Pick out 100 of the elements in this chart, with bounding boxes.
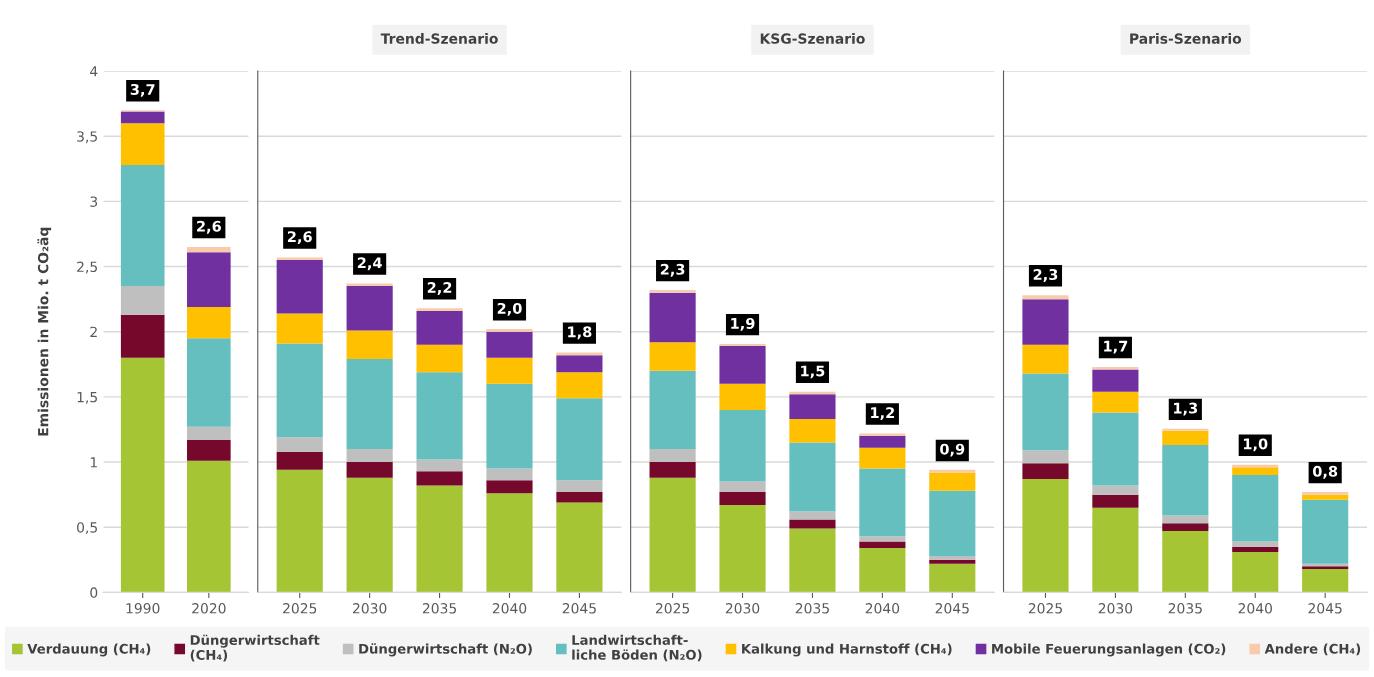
bar: [486, 331, 533, 358]
x-tick-label: 2030: [725, 603, 760, 614]
bar: [649, 342, 696, 371]
bar: [649, 290, 696, 293]
bar: [1232, 546, 1279, 552]
bar: [1162, 523, 1209, 532]
bar: [120, 164, 165, 287]
x-tick-label: 2045: [562, 603, 596, 614]
chart-title: Trend-Szenario: [380, 33, 498, 44]
x-tick-label: 2025: [283, 603, 317, 614]
x-tick-label: 2030: [352, 603, 387, 614]
y-tick-label: 2,5: [77, 261, 97, 274]
bar: [416, 372, 463, 460]
total-label: 2,3: [660, 263, 685, 277]
bar: [187, 439, 231, 461]
legend-label: Landwirtschaft- liche Böden (N₂O): [572, 634, 702, 662]
bar: [416, 308, 463, 311]
bar: [187, 306, 231, 339]
bar: [276, 437, 323, 452]
x-tick-label: 2020: [192, 603, 226, 614]
bar: [1302, 568, 1349, 593]
bar: [1232, 467, 1279, 476]
legend-label: Andere (CH₄): [1264, 643, 1361, 656]
y-tick-label: 0,5: [77, 522, 97, 535]
bar: [929, 490, 976, 556]
total-label: 0,8: [1312, 465, 1338, 479]
x-tick-label: 2025: [1028, 603, 1062, 614]
bar: [1022, 373, 1069, 451]
bar: [929, 563, 976, 593]
y-tick-label: 3,5: [77, 131, 97, 144]
bar: [1092, 494, 1139, 508]
bar: [276, 451, 323, 470]
bar: [789, 419, 836, 443]
y-tick-label: 0: [90, 587, 98, 598]
bar: [1092, 366, 1139, 370]
total-label: 2,4: [357, 257, 382, 271]
bar: [1162, 445, 1209, 516]
bar: [859, 447, 906, 469]
bar: [789, 519, 836, 529]
y-tick-label: 3: [90, 196, 98, 207]
bar: [1162, 430, 1209, 446]
bar: [346, 359, 393, 450]
bar: [556, 492, 603, 503]
bar: [929, 472, 976, 491]
x-tick-label: 2040: [492, 603, 527, 614]
bar: [187, 247, 231, 253]
legend-label: Kalkung und Harnstoff (CH₄): [742, 643, 952, 657]
bar: [1232, 541, 1279, 547]
bar: [187, 338, 231, 427]
bar: [416, 471, 463, 486]
x-tick-label: 2045: [935, 603, 969, 614]
total-label: 2,6: [287, 231, 312, 245]
bar: [1232, 551, 1279, 593]
bar: [276, 257, 323, 261]
bar: [276, 469, 323, 593]
x-tick-label: 2040: [865, 603, 900, 614]
bar: [719, 383, 766, 410]
bar: [1302, 492, 1349, 495]
x-tick-label: 2045: [1308, 603, 1342, 614]
bar: [1022, 463, 1069, 479]
total-label: 1,2: [871, 407, 895, 421]
bar: [346, 286, 393, 331]
bar: [859, 435, 906, 448]
bar: [120, 111, 165, 124]
total-label: 1,3: [1174, 402, 1198, 416]
bar: [1092, 485, 1139, 495]
bar: [1022, 344, 1069, 374]
bar: [556, 372, 603, 399]
chart-title: KSG-Szenario: [760, 33, 865, 44]
bar: [1022, 295, 1069, 300]
bar: [649, 462, 696, 478]
bar: [859, 433, 906, 436]
bar: [1302, 494, 1349, 500]
total-label: 1,8: [568, 326, 592, 340]
bar: [1092, 369, 1139, 392]
bar: [346, 449, 393, 463]
bar: [486, 357, 533, 384]
bar: [719, 505, 766, 593]
x-tick-label: 2035: [1168, 603, 1202, 614]
bar: [486, 329, 533, 332]
total-label: 0,9: [940, 443, 965, 457]
x-tick-label: 2040: [1238, 603, 1272, 614]
bar: [789, 442, 836, 512]
total-label: 2,6: [197, 220, 221, 234]
bar: [1092, 391, 1139, 413]
bar: [719, 346, 766, 384]
x-tick-label: 2035: [795, 603, 829, 614]
bar: [859, 541, 906, 549]
total-label: 2,0: [497, 302, 522, 316]
total-label: 1,0: [1243, 438, 1268, 452]
x-tick-label: 2030: [1098, 603, 1133, 614]
bar: [929, 559, 976, 564]
bar: [859, 548, 906, 593]
x-tick-label: 1990: [126, 603, 160, 614]
bar: [1162, 515, 1209, 524]
y-tick-label: 2: [90, 326, 97, 338]
bar: [789, 394, 836, 420]
bar: [486, 480, 533, 494]
bar: [1162, 531, 1209, 593]
total-label: 3,7: [130, 83, 155, 97]
